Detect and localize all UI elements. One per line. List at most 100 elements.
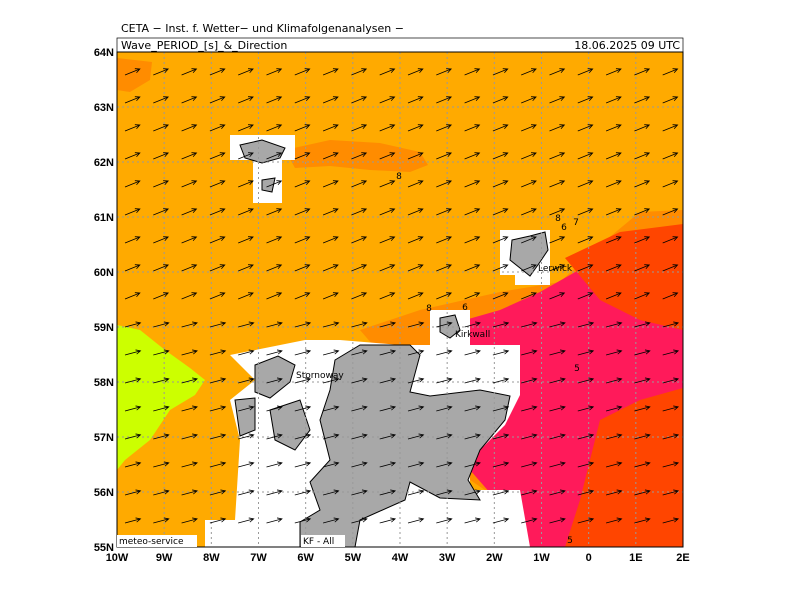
arrow bbox=[181, 208, 198, 216]
arrow bbox=[379, 517, 397, 524]
x-tick-label: 1W bbox=[533, 552, 550, 564]
arrow bbox=[266, 208, 283, 216]
arrow bbox=[266, 349, 283, 356]
footer-left: meteo-service bbox=[119, 537, 184, 547]
arrow bbox=[662, 68, 679, 76]
arrow bbox=[436, 405, 453, 412]
arrow bbox=[181, 96, 198, 104]
arrow bbox=[634, 433, 651, 440]
arrow bbox=[549, 349, 566, 356]
arrow bbox=[605, 180, 622, 188]
arrow bbox=[549, 208, 566, 216]
arrow bbox=[351, 180, 368, 188]
arrow bbox=[549, 180, 566, 188]
arrow bbox=[266, 96, 283, 104]
x-tick-label: 10W bbox=[106, 552, 129, 564]
arrow bbox=[351, 517, 368, 524]
arrow bbox=[436, 292, 452, 300]
arrow bbox=[521, 208, 537, 216]
arrow bbox=[266, 68, 283, 76]
x-tick-label: 0 bbox=[586, 552, 592, 564]
arrow bbox=[407, 180, 424, 188]
arrow bbox=[124, 68, 141, 76]
arrow bbox=[294, 236, 311, 244]
arrow bbox=[407, 517, 425, 524]
arrow bbox=[266, 152, 283, 160]
arrow bbox=[209, 461, 227, 468]
arrow bbox=[124, 321, 142, 328]
arrow bbox=[351, 208, 368, 216]
y-tick-label: 58N bbox=[94, 377, 114, 389]
arrow bbox=[662, 349, 680, 356]
arrow bbox=[436, 321, 453, 328]
y-tick-label: 56N bbox=[94, 487, 114, 499]
arrow bbox=[209, 517, 227, 524]
footer-right: KF - All bbox=[303, 537, 334, 547]
arrow bbox=[577, 208, 594, 216]
arrow bbox=[379, 180, 396, 188]
arrow bbox=[634, 349, 651, 356]
arrow bbox=[379, 292, 396, 300]
contour-label: 8 bbox=[555, 214, 561, 224]
arrow bbox=[266, 405, 283, 412]
arrow bbox=[351, 264, 368, 272]
place-label: Lerwick bbox=[538, 264, 573, 274]
title: Wave_PERIOD_[s]_&_Direction bbox=[121, 39, 287, 52]
arrow bbox=[209, 292, 226, 300]
arrow bbox=[662, 461, 680, 468]
arrow bbox=[492, 377, 510, 384]
arrow bbox=[436, 461, 453, 468]
arrow bbox=[549, 517, 566, 524]
arrow bbox=[521, 96, 537, 104]
arrow bbox=[521, 236, 537, 244]
arrow bbox=[266, 321, 283, 328]
land bbox=[261, 177, 276, 193]
arrow bbox=[634, 68, 651, 76]
arrow bbox=[294, 489, 312, 496]
arrow bbox=[379, 124, 396, 132]
arrow bbox=[549, 96, 566, 104]
arrow bbox=[379, 321, 397, 328]
y-tick-label: 62N bbox=[94, 157, 114, 169]
arrow bbox=[492, 517, 510, 524]
arrow bbox=[549, 433, 566, 440]
arrow bbox=[322, 180, 339, 188]
arrow bbox=[238, 236, 254, 244]
arrow bbox=[124, 517, 142, 524]
arrow bbox=[238, 96, 254, 104]
arrow bbox=[436, 180, 452, 188]
arrow bbox=[577, 96, 594, 104]
land bbox=[439, 314, 461, 339]
arrow bbox=[379, 433, 397, 440]
arrow bbox=[238, 321, 255, 328]
arrow bbox=[153, 433, 170, 440]
arrow bbox=[577, 180, 594, 188]
arrow bbox=[294, 208, 311, 216]
arrow bbox=[577, 433, 595, 440]
arrow bbox=[407, 236, 424, 244]
arrow bbox=[464, 433, 481, 440]
arrow bbox=[605, 405, 623, 412]
arrow bbox=[266, 489, 283, 496]
land bbox=[239, 139, 286, 164]
arrow bbox=[322, 236, 339, 244]
arrow bbox=[294, 180, 311, 188]
arrow bbox=[124, 349, 142, 356]
arrow bbox=[294, 292, 311, 300]
arrow bbox=[181, 292, 198, 300]
y-tick-label: 57N bbox=[94, 432, 114, 444]
arrow bbox=[549, 405, 566, 412]
arrow bbox=[153, 349, 170, 356]
arrow bbox=[124, 461, 142, 468]
arrow bbox=[436, 517, 453, 524]
arrow bbox=[153, 517, 170, 524]
arrow bbox=[634, 377, 651, 384]
arrow bbox=[181, 124, 198, 132]
arrow bbox=[181, 180, 198, 188]
arrow bbox=[238, 433, 255, 440]
arrow bbox=[322, 377, 340, 384]
arrow bbox=[322, 124, 339, 132]
arrow bbox=[209, 124, 226, 132]
arrow bbox=[605, 517, 623, 524]
x-tick-label: 5W bbox=[345, 552, 362, 564]
